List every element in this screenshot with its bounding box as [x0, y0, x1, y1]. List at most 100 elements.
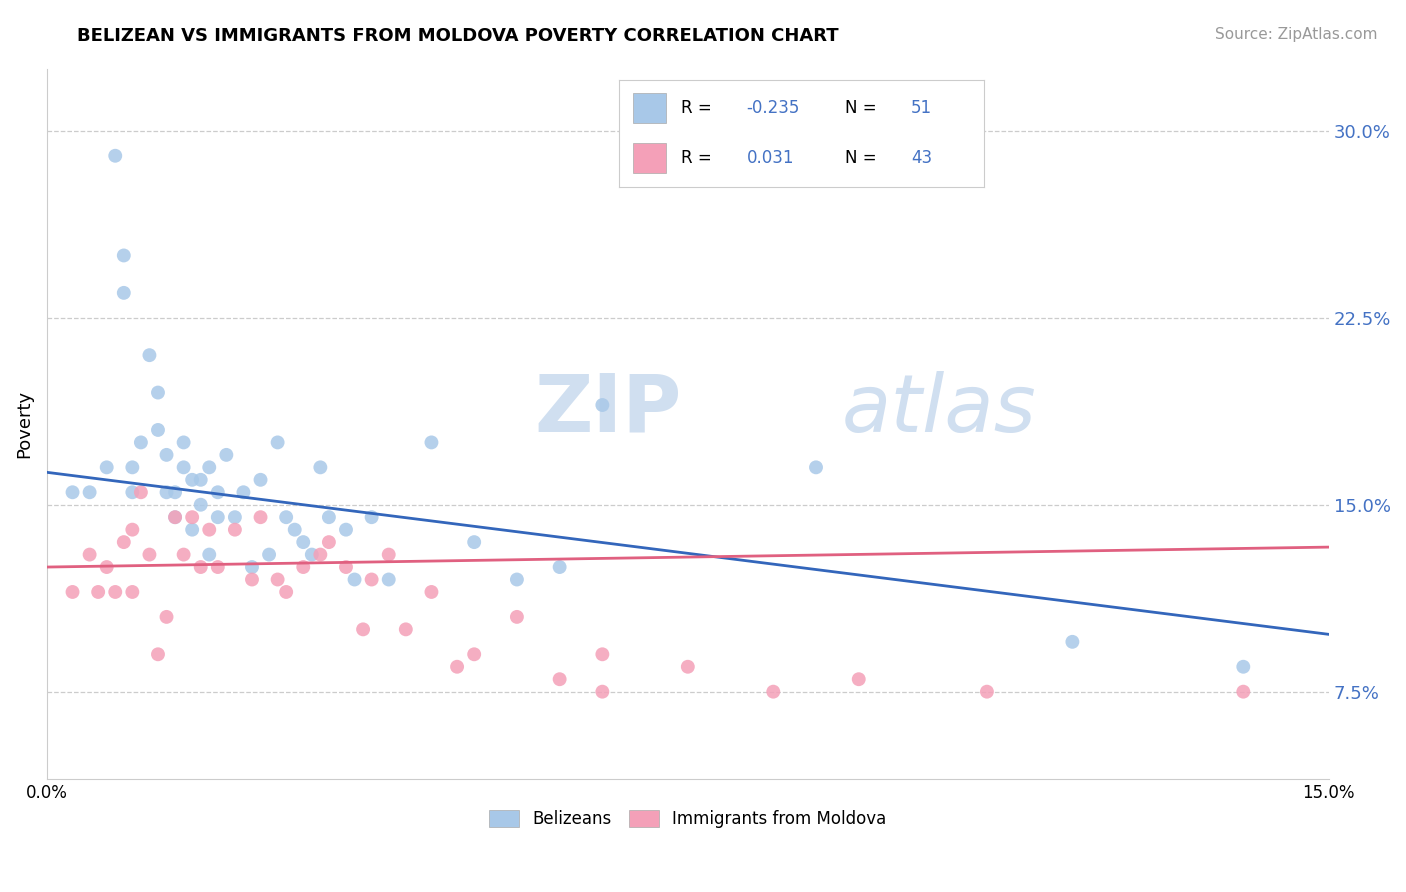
Point	[87, 585, 110, 599]
Point	[121, 523, 143, 537]
Point	[249, 473, 271, 487]
Point	[976, 684, 998, 698]
Text: 0.031: 0.031	[747, 150, 794, 168]
Point	[121, 460, 143, 475]
Point	[676, 659, 699, 673]
Point	[257, 548, 280, 562]
Point	[848, 672, 870, 686]
Bar	[633, 144, 666, 173]
Point	[190, 473, 212, 487]
Point	[318, 510, 340, 524]
Point	[301, 548, 323, 562]
Point	[190, 560, 212, 574]
Text: Source: ZipAtlas.com: Source: ZipAtlas.com	[1215, 27, 1378, 42]
Point	[343, 573, 366, 587]
Point	[129, 435, 152, 450]
Point	[1232, 684, 1254, 698]
Point	[138, 348, 160, 362]
Point	[276, 585, 298, 599]
Point	[352, 623, 374, 637]
Text: 51: 51	[911, 99, 932, 117]
Point	[79, 485, 101, 500]
Point	[207, 560, 229, 574]
Point	[146, 648, 169, 662]
Point	[165, 510, 187, 524]
Point	[198, 548, 221, 562]
Point	[198, 523, 221, 537]
Point	[240, 573, 263, 587]
Point	[155, 485, 177, 500]
Point	[240, 560, 263, 574]
Point	[276, 510, 298, 524]
Point	[173, 548, 195, 562]
Point	[165, 510, 187, 524]
Point	[762, 684, 785, 698]
Text: -0.235: -0.235	[747, 99, 800, 117]
Point	[112, 535, 135, 549]
Point	[112, 248, 135, 262]
Point	[232, 485, 254, 500]
Point	[360, 510, 382, 524]
Point	[420, 435, 443, 450]
Point	[173, 435, 195, 450]
Point	[266, 573, 288, 587]
Point	[155, 610, 177, 624]
Point	[146, 423, 169, 437]
Legend: Belizeans, Immigrants from Moldova: Belizeans, Immigrants from Moldova	[482, 803, 893, 835]
Point	[155, 448, 177, 462]
Point	[181, 523, 204, 537]
Point	[121, 485, 143, 500]
Point	[207, 510, 229, 524]
Point	[591, 398, 613, 412]
Point	[395, 623, 418, 637]
Point	[79, 548, 101, 562]
Text: R =: R =	[681, 150, 717, 168]
Bar	[633, 93, 666, 123]
Point	[112, 285, 135, 300]
Point	[266, 435, 288, 450]
Point	[309, 548, 332, 562]
Point	[173, 460, 195, 475]
Text: N =: N =	[845, 150, 882, 168]
Text: ZIP: ZIP	[534, 370, 682, 449]
Text: N =: N =	[845, 99, 882, 117]
Text: atlas: atlas	[842, 370, 1036, 449]
Text: R =: R =	[681, 99, 717, 117]
Point	[181, 473, 204, 487]
Point	[335, 560, 357, 574]
Point	[335, 523, 357, 537]
Point	[420, 585, 443, 599]
Point	[292, 560, 315, 574]
Point	[96, 460, 118, 475]
Point	[129, 485, 152, 500]
Text: BELIZEAN VS IMMIGRANTS FROM MOLDOVA POVERTY CORRELATION CHART: BELIZEAN VS IMMIGRANTS FROM MOLDOVA POVE…	[77, 27, 839, 45]
Point	[146, 385, 169, 400]
Point	[591, 684, 613, 698]
Point	[548, 672, 571, 686]
Text: 43: 43	[911, 150, 932, 168]
Point	[506, 573, 529, 587]
Point	[96, 560, 118, 574]
Point	[181, 510, 204, 524]
Point	[215, 448, 238, 462]
Point	[360, 573, 382, 587]
Point	[121, 585, 143, 599]
Point	[1062, 635, 1084, 649]
Point	[377, 548, 399, 562]
Point	[318, 535, 340, 549]
Point	[62, 485, 84, 500]
Point	[548, 560, 571, 574]
Point	[591, 648, 613, 662]
Point	[138, 548, 160, 562]
Point	[463, 648, 485, 662]
Point	[292, 535, 315, 549]
Point	[804, 460, 827, 475]
Point	[446, 659, 468, 673]
Y-axis label: Poverty: Poverty	[15, 390, 32, 458]
Point	[249, 510, 271, 524]
Point	[377, 573, 399, 587]
Point	[198, 460, 221, 475]
Point	[506, 610, 529, 624]
Point	[62, 585, 84, 599]
Point	[104, 585, 127, 599]
